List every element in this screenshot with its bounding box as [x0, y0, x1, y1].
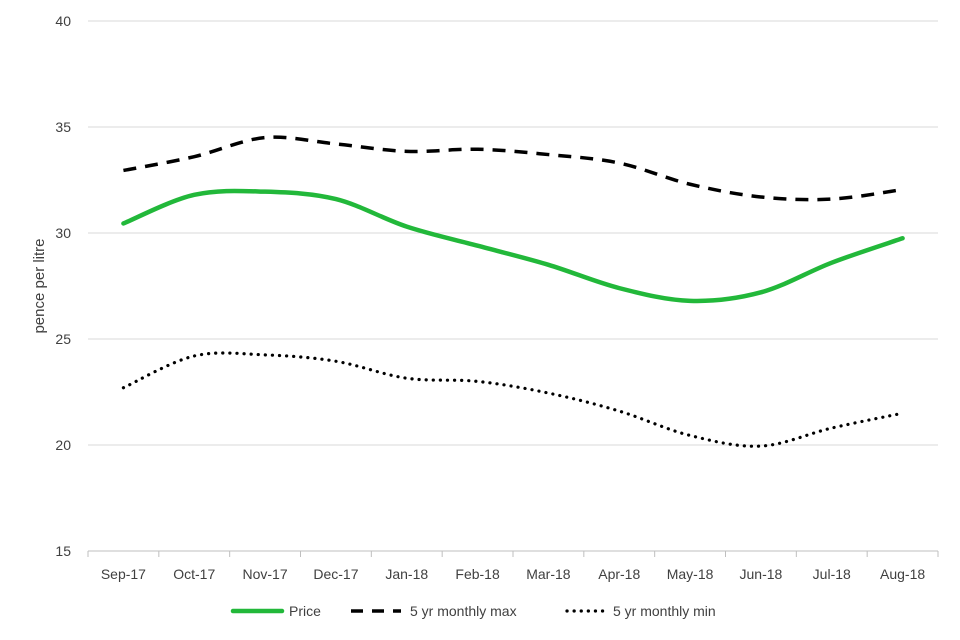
x-tick-label: Jun-18 [740, 566, 783, 582]
legend: Price 5 yr monthly max 5 yr monthly min [230, 603, 716, 619]
y-tick-label: 40 [55, 13, 71, 29]
legend-label: Price [289, 603, 321, 619]
series-line-price [121, 188, 905, 304]
x-tick-label: Nov-17 [243, 566, 288, 582]
x-tick-label: Feb-18 [455, 566, 500, 582]
y-tick-label: 35 [55, 119, 71, 135]
x-tick-label: Aug-18 [880, 566, 925, 582]
x-tick-label: Dec-17 [313, 566, 358, 582]
x-tick-label: May-18 [667, 566, 714, 582]
x-tick-label: Oct-17 [173, 566, 215, 582]
y-tick-label: 25 [55, 331, 71, 347]
x-tick-label: Mar-18 [526, 566, 571, 582]
x-tick-label: Jan-18 [385, 566, 428, 582]
series-lines [121, 135, 905, 448]
series-line-5yr-min [121, 351, 905, 448]
x-tick-label: Sep-17 [101, 566, 146, 582]
gridlines [88, 20, 938, 446]
axes: 15 20 25 30 35 40 Sep-17 Oct-17 Nov-17 Dec-17 Jan-… [31, 13, 939, 582]
y-tick-label: 15 [55, 543, 71, 559]
x-tick-label: Apr-18 [598, 566, 640, 582]
x-tick-label: Jul-18 [813, 566, 851, 582]
y-tick-label: 30 [55, 225, 71, 241]
y-axis-title: pence per litre [31, 238, 48, 333]
legend-label: 5 yr monthly min [613, 603, 716, 619]
y-tick-label: 20 [55, 437, 71, 453]
legend-label: 5 yr monthly max [410, 603, 517, 619]
series-line-5yr-max [123, 135, 903, 202]
